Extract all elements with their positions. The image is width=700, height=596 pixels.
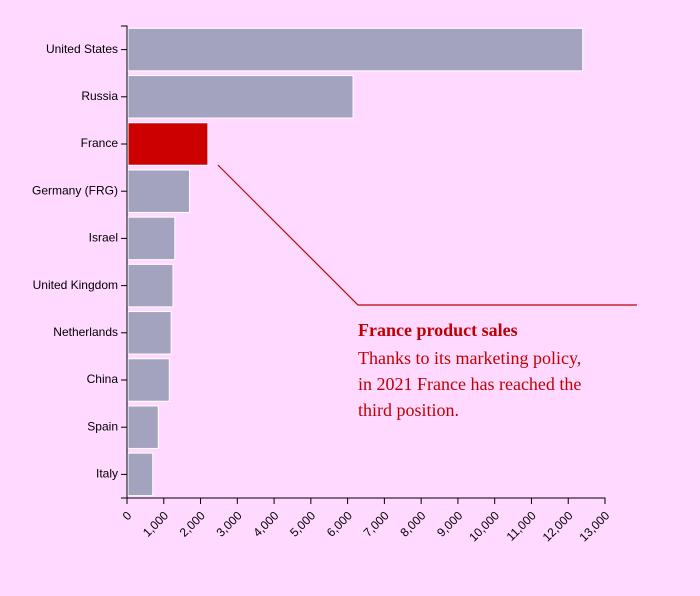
x-tick-label: 2,000 xyxy=(177,508,208,539)
annotation-line-2: in 2021 France has reached the xyxy=(358,374,581,394)
x-tick-label: 7,000 xyxy=(361,508,392,539)
y-tick-label: Spain xyxy=(87,419,118,433)
x-tick-label: 10,000 xyxy=(466,508,502,544)
y-tick-label: Israel xyxy=(89,231,118,245)
bar-germany-frg xyxy=(127,169,191,213)
y-tick-label: China xyxy=(87,372,119,386)
y-tick-label: Germany (FRG) xyxy=(32,183,118,197)
bar-italy xyxy=(127,452,154,497)
bar-france xyxy=(127,122,209,166)
annotation-connector xyxy=(217,164,637,306)
x-axis-line xyxy=(126,497,606,504)
y-axis-line xyxy=(121,25,128,499)
x-tick-label: 4,000 xyxy=(250,508,281,539)
bar-russia xyxy=(127,75,354,119)
x-axis: 0 1,000 2,000 3,000 4,000 5,000 6,000 7,000 8,00… xyxy=(120,497,613,544)
y-tick-label: Netherlands xyxy=(53,325,118,339)
x-tick-label: 5,000 xyxy=(287,508,318,539)
x-tick-label: 9,000 xyxy=(434,508,465,539)
y-tick-label: France xyxy=(81,136,119,150)
x-tick-label: 1,000 xyxy=(140,508,171,539)
x-tick-label: 11,000 xyxy=(504,508,539,543)
y-tick-label: United Kingdom xyxy=(33,278,118,292)
bar-netherlands xyxy=(127,311,172,355)
x-tick-label: 6,000 xyxy=(324,508,355,539)
bar-china xyxy=(127,358,170,402)
annotation-line-3: third position. xyxy=(358,400,459,420)
bar-spain xyxy=(127,405,159,449)
x-tick-label: 0 xyxy=(120,508,135,523)
x-tick-label: 3,000 xyxy=(214,508,245,539)
bar-united-kingdom xyxy=(127,263,174,308)
annotation: France product sales Thanks to its marke… xyxy=(217,164,637,420)
y-tick-label: United States xyxy=(46,42,118,56)
y-tick-label: Italy xyxy=(96,467,118,481)
x-tick-label: 13,000 xyxy=(577,508,613,544)
x-tick-label: 8,000 xyxy=(397,508,428,539)
bar-united-states xyxy=(127,27,584,72)
bar-israel xyxy=(127,216,176,261)
y-tick-label: Russia xyxy=(81,89,118,103)
x-tick-label: 12,000 xyxy=(540,508,576,544)
y-axis: United States Russia France Germany (FRG) Is… xyxy=(32,25,128,499)
bars-group xyxy=(127,27,584,497)
annotation-line-1: Thanks to its marketing policy, xyxy=(358,348,581,368)
annotation-title: France product sales xyxy=(358,320,518,340)
